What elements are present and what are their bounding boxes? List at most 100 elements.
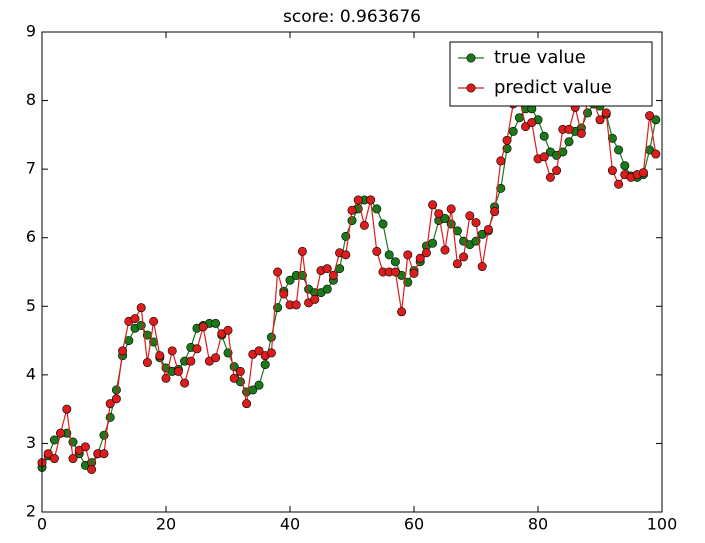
- point: [446, 204, 456, 214]
- point: [620, 161, 630, 171]
- point: [440, 245, 450, 255]
- point: [496, 156, 506, 166]
- point: [366, 195, 376, 205]
- point: [390, 267, 400, 277]
- point: [223, 325, 233, 335]
- point: [130, 314, 140, 324]
- point: [291, 300, 301, 310]
- point: [372, 246, 382, 256]
- point: [415, 253, 425, 263]
- point: [211, 318, 221, 328]
- point: [105, 412, 115, 422]
- point: [564, 124, 574, 134]
- point: [651, 149, 661, 159]
- point: [80, 442, 90, 452]
- point: [564, 137, 574, 147]
- point: [180, 378, 190, 388]
- point: [428, 200, 438, 210]
- x-tick-label: 20: [156, 515, 176, 534]
- point: [502, 135, 512, 145]
- point: [384, 250, 394, 260]
- point: [254, 380, 264, 390]
- chart-title: score: 0.963676: [283, 7, 421, 27]
- point: [638, 168, 648, 178]
- point: [328, 270, 338, 280]
- point: [614, 179, 624, 189]
- point: [403, 277, 413, 287]
- legend-label: predict value: [494, 77, 612, 98]
- point: [322, 284, 332, 294]
- point: [235, 366, 245, 376]
- point: [514, 113, 524, 123]
- point: [266, 332, 276, 342]
- series-line: [41, 95, 657, 472]
- point: [645, 111, 655, 121]
- point: [167, 346, 177, 356]
- point: [397, 307, 407, 317]
- point: [372, 204, 382, 214]
- point: [211, 353, 221, 363]
- point: [390, 257, 400, 267]
- y-tick-label: 5: [26, 296, 36, 315]
- point: [595, 115, 605, 125]
- point: [347, 205, 357, 215]
- point: [43, 449, 53, 459]
- point: [198, 322, 208, 332]
- legend-marker: [466, 83, 476, 93]
- point: [483, 224, 493, 234]
- x-tick-label: 100: [647, 515, 678, 534]
- point: [539, 131, 549, 141]
- point: [508, 126, 518, 136]
- point: [576, 128, 586, 138]
- point: [477, 262, 487, 272]
- y-tick-label: 7: [26, 159, 36, 178]
- point: [347, 216, 357, 226]
- point: [68, 454, 78, 464]
- y-tick-label: 6: [26, 227, 36, 246]
- point: [552, 166, 562, 176]
- point: [341, 250, 351, 260]
- x-tick-label: 60: [404, 515, 424, 534]
- point: [111, 385, 121, 395]
- point: [155, 351, 165, 361]
- point: [521, 122, 531, 132]
- point: [56, 428, 66, 438]
- point: [149, 316, 159, 326]
- y-tick-label: 2: [26, 502, 36, 521]
- point: [273, 267, 283, 277]
- point: [465, 211, 475, 221]
- point: [452, 259, 462, 269]
- point: [378, 219, 388, 229]
- plot-frame: [41, 31, 663, 513]
- point: [459, 252, 469, 262]
- point: [142, 358, 152, 368]
- point: [428, 238, 438, 248]
- point: [62, 404, 72, 414]
- point: [186, 356, 196, 366]
- y-tick-label: 9: [26, 22, 36, 41]
- point: [161, 373, 171, 383]
- point: [260, 360, 270, 370]
- point: [601, 108, 611, 118]
- point: [434, 209, 444, 219]
- point: [471, 218, 481, 228]
- point: [607, 166, 617, 176]
- point: [297, 246, 307, 256]
- point: [118, 346, 128, 356]
- point: [614, 145, 624, 155]
- point: [87, 464, 97, 474]
- series-line: [41, 103, 657, 468]
- point: [558, 147, 568, 157]
- point: [192, 344, 202, 354]
- point: [359, 220, 369, 230]
- point: [105, 399, 115, 409]
- x-tick-label: 80: [528, 515, 548, 534]
- point: [403, 250, 413, 260]
- point: [285, 275, 295, 285]
- point: [254, 346, 264, 356]
- point: [490, 207, 500, 217]
- point: [242, 399, 252, 409]
- y-tick-label: 3: [26, 433, 36, 452]
- point: [49, 435, 59, 445]
- point: [279, 289, 289, 299]
